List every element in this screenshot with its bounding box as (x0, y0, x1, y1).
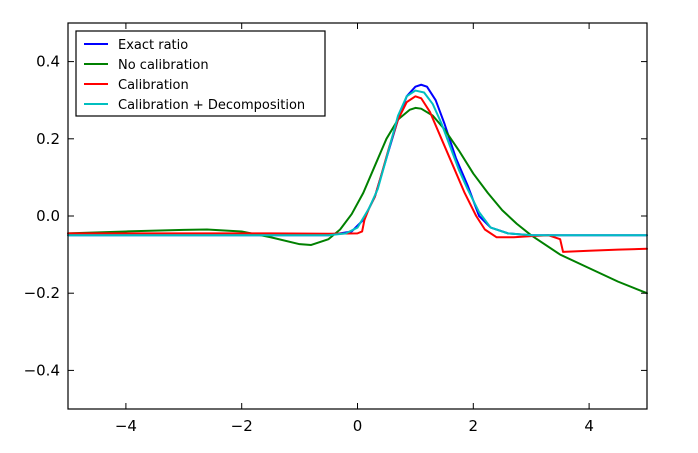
x-tick-label: 2 (469, 417, 479, 435)
tick-layer: −4 −2 0 2 4 0.4 0.2 0.0 −0.2 −0.4 (24, 23, 647, 435)
legend-label-calibration: Calibration (118, 78, 189, 93)
y-tick-label: −0.4 (24, 361, 60, 379)
legend-label-exact-ratio: Exact ratio (118, 38, 188, 53)
x-tick-label: −4 (115, 417, 137, 435)
legend: Exact ratio No calibration Calibration Cali… (75, 30, 326, 117)
x-tick-label: −2 (231, 417, 253, 435)
series-line-calibration-decomposition (67, 89, 648, 237)
legend-label-no-calibration: No calibration (118, 58, 209, 73)
legend-box (75, 30, 326, 117)
series-layer (67, 83, 648, 295)
series-line-calibration (67, 95, 648, 253)
y-tick-label: 0.2 (36, 130, 60, 148)
plot-frame (67, 22, 648, 410)
y-tick-label: 0.0 (36, 207, 60, 225)
y-tick-label: 0.4 (36, 53, 60, 71)
x-tick-label: 4 (584, 417, 594, 435)
legend-label-calibration-decomposition: Calibration + Decomposition (118, 98, 305, 113)
y-tick-label: −0.2 (24, 284, 60, 302)
x-tick-label: 0 (353, 417, 363, 435)
